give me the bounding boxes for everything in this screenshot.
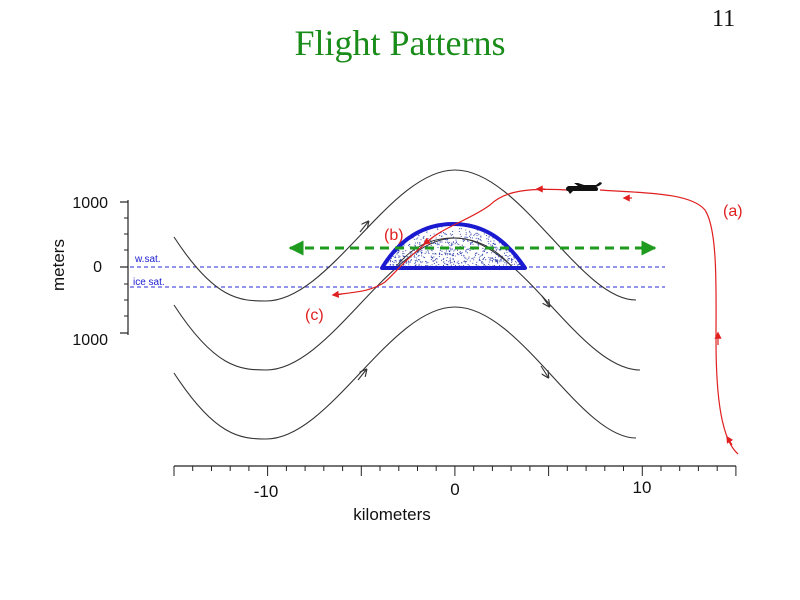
flight-track-a xyxy=(599,189,739,455)
streamline-bottom xyxy=(173,306,637,440)
flow-arrow xyxy=(359,222,368,233)
x-axis-label: kilometers xyxy=(353,505,430,524)
flow-arrow xyxy=(540,365,548,377)
ice-saturation-label: ice sat. xyxy=(133,277,165,288)
x-tick-label: 10 xyxy=(633,478,652,497)
flight-track xyxy=(331,185,739,455)
y-tick-label: 1000 xyxy=(72,332,108,349)
x-tick-label: 0 xyxy=(450,480,459,499)
x-tick-label: -10 xyxy=(254,482,279,501)
path-label-c: (c) xyxy=(305,307,324,324)
y-tick-label: 1000 xyxy=(72,195,108,212)
path-label-a: (a) xyxy=(723,203,743,220)
saturation-levels: w.sat. ice sat. xyxy=(130,254,665,288)
x-axis: -10 0 10 kilometers xyxy=(173,465,737,524)
y-tick-label: 0 xyxy=(93,259,102,276)
slide-number: 11 xyxy=(712,6,736,32)
slide-title: Flight Patterns xyxy=(294,23,506,63)
streamlines xyxy=(173,169,641,440)
flow-arrow xyxy=(357,370,366,381)
streamline-middle xyxy=(173,237,641,371)
flight-track-c xyxy=(332,243,426,296)
y-axis: 1000 0 1000 meters xyxy=(49,195,129,349)
path-label-b: (b) xyxy=(384,227,404,244)
y-axis-label: meters xyxy=(49,239,68,291)
flow-arrow xyxy=(541,295,549,306)
airplane-icon xyxy=(566,182,602,194)
water-saturation-label: w.sat. xyxy=(134,254,161,265)
